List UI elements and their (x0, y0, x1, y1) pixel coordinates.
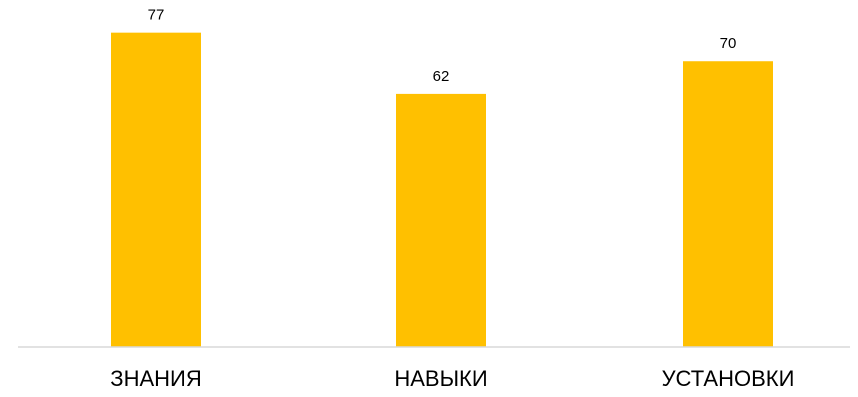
category-label-2: НАВЫКИ (394, 366, 487, 391)
category-label-1: ЗНАНИЯ (110, 366, 201, 391)
bars-layer (111, 32, 773, 348)
bar-2 (396, 93, 486, 347)
category-label-3: УСТАНОВКИ (662, 366, 795, 391)
data-label-2: 62 (433, 68, 450, 85)
data-label-3: 70 (720, 35, 737, 52)
bar-3 (683, 61, 773, 348)
bar-1 (111, 32, 201, 348)
data-label-1: 77 (148, 7, 165, 24)
labels-layer: 77 ЗНАНИЯ 62 НАВЫКИ 70 УСТАНОВКИ (110, 7, 794, 391)
